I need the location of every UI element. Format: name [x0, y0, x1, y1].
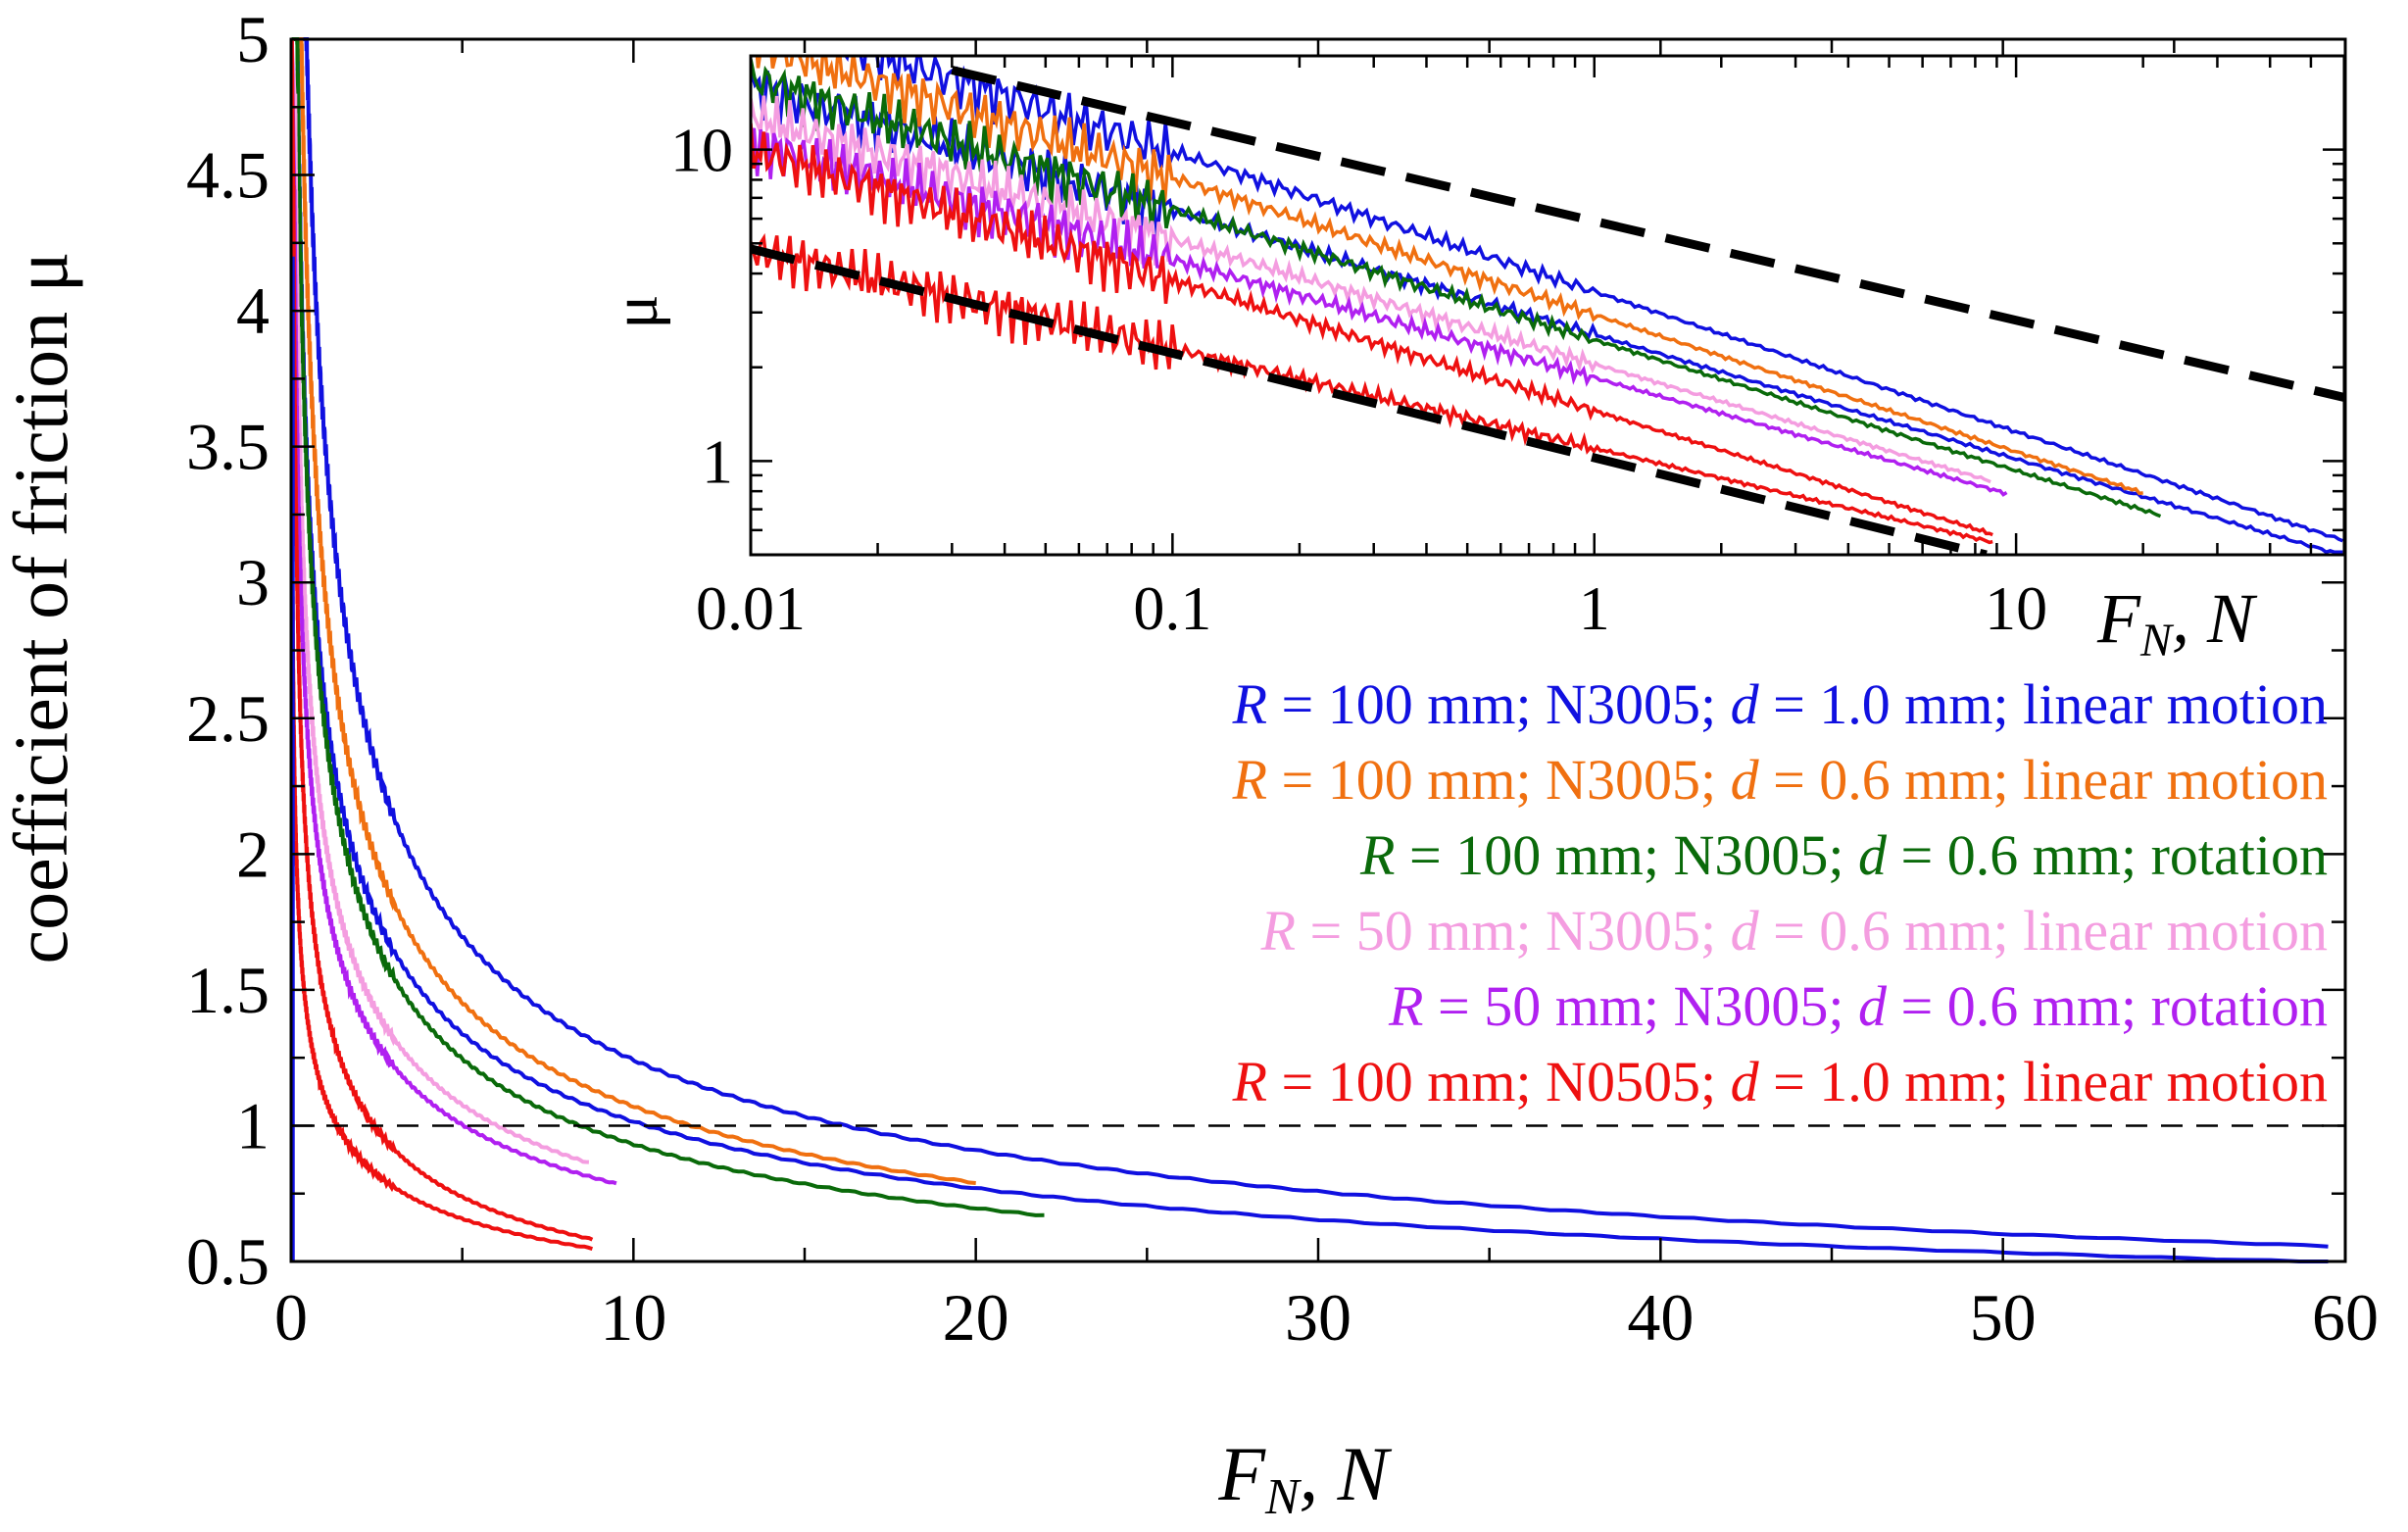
x-tick-label: 10 [600, 1280, 666, 1355]
y-tick-label: 1.5 [186, 953, 270, 1027]
legend-text-part: = 0.6 mm; rotation [1887, 974, 2328, 1038]
inset-guide-line-1 [951, 66, 2344, 402]
legend-entry: R = 100 mm; N3005; d = 1.0 mm; linear mo… [1232, 672, 2328, 736]
legend-symbol: d [1731, 899, 1760, 963]
x-tick-label: 20 [943, 1280, 1009, 1355]
inset-x-tick-label: 1 [1579, 573, 1610, 643]
x-tick-label: 40 [1627, 1280, 1694, 1355]
legend-symbol: R [1232, 1050, 1267, 1113]
x-axis-title-rest: , N [1300, 1431, 1393, 1516]
y-tick-label: 3.5 [186, 410, 270, 484]
main-tick-labels: 0 10 20 30 40 50 60 0.5 1 1.5 2 2.5 3 3.5 4 4.5 5 [186, 2, 2379, 1355]
legend-entry: R = 100 mm; N0505; d = 1.0 mm; linear mo… [1232, 1050, 2328, 1113]
x-axis-title-main: F [1217, 1431, 1266, 1516]
y-tick-label: 4 [236, 273, 270, 348]
legend-text-part: = 100 mm; N3005; [1267, 748, 1731, 812]
series-purple [289, 38, 617, 1186]
inset-series-pink [751, 95, 1991, 484]
legend-symbol: R [1232, 672, 1267, 736]
legend-symbol: d [1731, 1050, 1760, 1113]
legend-symbol: R [1260, 899, 1296, 963]
legend-text-part: = 0.6 mm; linear motion [1759, 899, 2328, 963]
inset-plot: 0.01 0.1 1 10 1 10 μ FN, N [600, 54, 2346, 667]
x-tick-label: 50 [1970, 1280, 2037, 1355]
y-axis-title: coefficient of friction μ [0, 252, 83, 964]
main-ticks [289, 37, 2347, 1263]
series-green [291, 37, 1045, 1217]
x-tick-label: 60 [2312, 1280, 2379, 1355]
legend-symbol: R [1359, 823, 1395, 887]
main-series-group [289, 37, 2329, 1263]
inset-x-tick-label: 0.1 [1133, 573, 1211, 643]
legend-text-part: = 100 mm; N3005; [1267, 672, 1731, 736]
legend-text-part: = 50 mm; N3005; [1296, 899, 1731, 963]
legend-text-part: = 1.0 mm; linear motion [1759, 1050, 2328, 1113]
x-tick-label: 0 [274, 1280, 308, 1355]
series-red-1 [289, 38, 594, 1242]
inset-x-axis-title-rest: , N [2172, 579, 2258, 658]
legend-symbol: R [1232, 748, 1267, 812]
legend-text-part: = 100 mm; N0505; [1267, 1050, 1731, 1113]
inset-series-red-1 [751, 123, 1993, 537]
legend-symbol: d [1858, 823, 1888, 887]
legend-entry: R = 100 mm; N3005; d = 0.6 mm; rotation [1359, 823, 2328, 887]
inset-y-tick-label: 10 [670, 116, 733, 185]
legend-text-part: = 0.6 mm; linear motion [1759, 748, 2328, 812]
series-pink [289, 38, 589, 1164]
x-tick-label: 30 [1285, 1280, 1351, 1355]
inset-y-axis-title: μ [600, 294, 671, 328]
y-tick-label: 4.5 [186, 138, 270, 213]
legend-entry: R = 50 mm; N3005; d = 0.6 mm; linear mot… [1260, 899, 2328, 963]
inset-x-tick-label: 0.01 [696, 573, 806, 643]
inset-plot-frame [749, 54, 2346, 557]
y-tick-label: 2 [236, 816, 270, 891]
legend-entry: R = 100 mm; N3005; d = 0.6 mm; linear mo… [1232, 748, 2328, 812]
series-orange [291, 37, 976, 1185]
legend-text-part: = 1.0 mm; linear motion [1759, 672, 2328, 736]
x-axis-title-sub: N [1264, 1469, 1302, 1525]
inset-guide-lines [751, 66, 2344, 555]
inset-x-tick-label: 10 [1985, 573, 2047, 643]
legend-symbol: d [1731, 672, 1760, 736]
inset-tick-labels: 0.01 0.1 1 10 1 10 [670, 116, 2047, 643]
legend: R = 100 mm; N3005; d = 1.0 mm; linear mo… [1232, 672, 2328, 1113]
y-tick-label: 2.5 [186, 681, 270, 756]
x-axis-title: FN, N [1217, 1431, 1392, 1525]
y-tick-label: 3 [236, 545, 270, 619]
inset-guide-line-2 [751, 244, 1988, 555]
y-tick-label: 1 [236, 1088, 270, 1162]
inset-series-orange [755, 56, 2143, 496]
series-blue [291, 37, 2329, 1249]
inset-ticks [749, 54, 2346, 557]
inset-series-purple [751, 127, 2008, 497]
y-tick-label: 0.5 [186, 1224, 270, 1299]
inset-x-axis-title: FN, N [2096, 579, 2258, 667]
inset-x-axis-title-sub: N [2139, 615, 2175, 667]
inset-series-group [751, 56, 2344, 555]
legend-text-part: = 50 mm; N3005; [1423, 974, 1858, 1038]
legend-entry: R = 50 mm; N3005; d = 0.6 mm; rotation [1388, 974, 2328, 1038]
inset-y-tick-label: 1 [702, 426, 733, 496]
y-tick-label: 5 [236, 2, 270, 76]
legend-symbol: d [1858, 974, 1888, 1038]
legend-symbol: R [1388, 974, 1423, 1038]
inset-series-green [751, 59, 2162, 519]
inset-x-axis-title-main: F [2096, 579, 2141, 658]
legend-symbol: d [1731, 748, 1760, 812]
legend-text-part: = 0.6 mm; rotation [1887, 823, 2328, 887]
legend-text-part: = 100 mm; N3005; [1395, 823, 1858, 887]
